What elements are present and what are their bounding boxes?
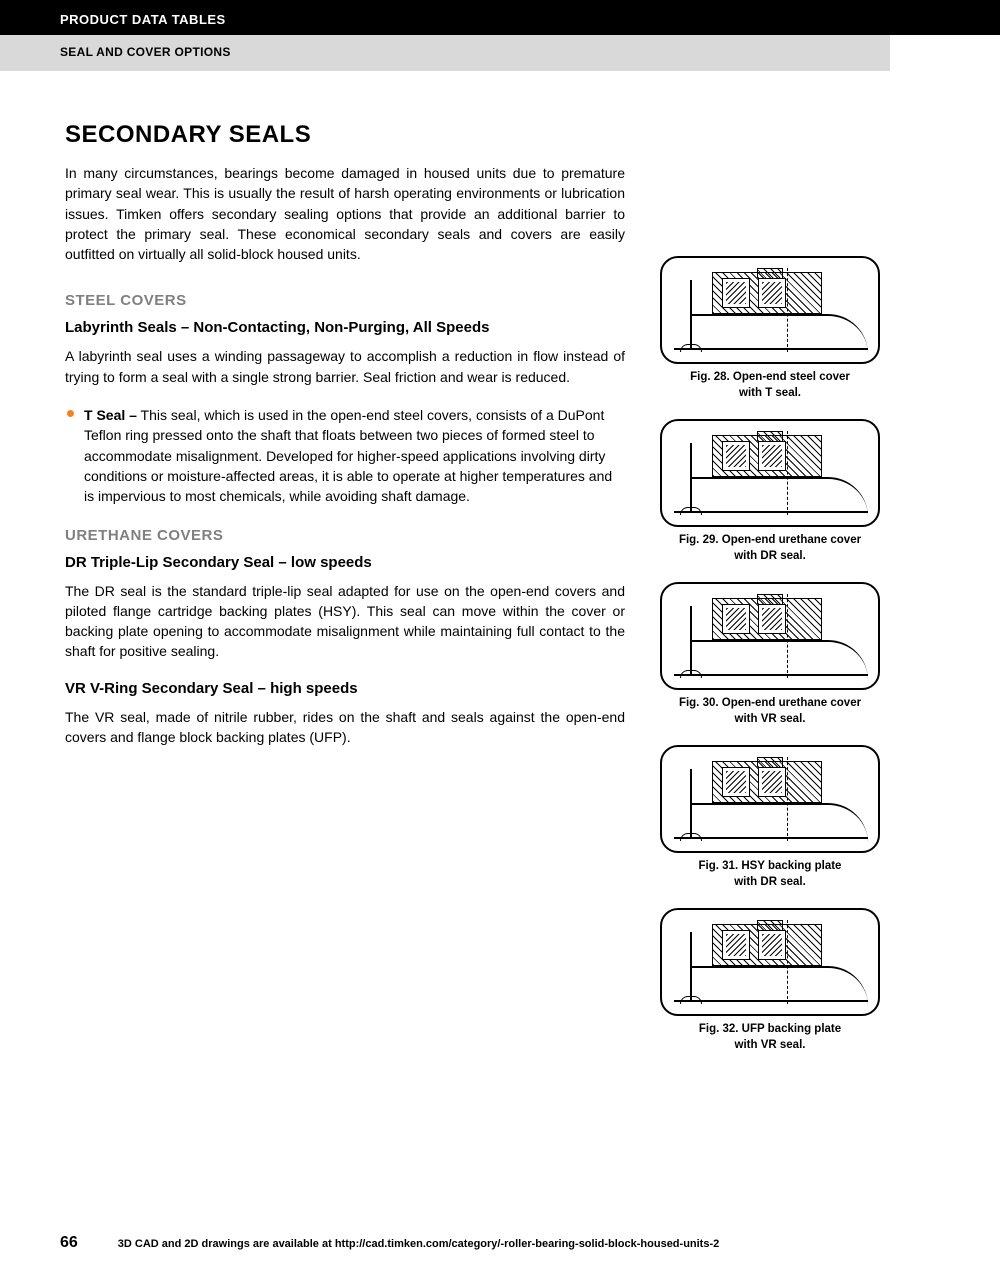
figure-31-drawing [660, 745, 880, 853]
header-top-text: PRODUCT DATA TABLES [60, 12, 226, 27]
figure-28-caption: Fig. 28. Open-end steel cover with T sea… [655, 370, 885, 401]
page-number: 66 [60, 1234, 78, 1252]
figure-29-drawing [660, 419, 880, 527]
bullet-icon [67, 410, 74, 417]
figure-31-caption: Fig. 31. HSY backing plate with DR seal. [655, 859, 885, 890]
figure-30-caption: Fig. 30. Open-end urethane cover with VR… [655, 696, 885, 727]
figure-31: Fig. 31. HSY backing plate with DR seal. [655, 745, 885, 890]
tseal-body: This seal, which is used in the open-end… [84, 407, 612, 504]
footer: 66 3D CAD and 2D drawings are available … [60, 1234, 940, 1252]
content-area: SECONDARY SEALS In many circumstances, b… [0, 71, 1000, 1071]
tseal-text: T Seal – This seal, which is used in the… [84, 405, 625, 506]
figure-30: Fig. 30. Open-end urethane cover with VR… [655, 582, 885, 727]
tseal-bullet: T Seal – This seal, which is used in the… [65, 405, 625, 506]
figure-29: Fig. 29. Open-end urethane cover with DR… [655, 419, 885, 564]
figure-28-drawing [660, 256, 880, 364]
figure-30-drawing [660, 582, 880, 690]
footer-text: 3D CAD and 2D drawings are available at … [118, 1238, 719, 1250]
right-column: Fig. 28. Open-end steel cover with T sea… [655, 121, 885, 1071]
vr-paragraph: The VR seal, made of nitrile rubber, rid… [65, 707, 625, 748]
urethane-heading: URETHANE COVERS [65, 527, 625, 544]
labyrinth-subheading: Labyrinth Seals – Non-Contacting, Non-Pu… [65, 319, 625, 336]
steel-heading: STEEL COVERS [65, 292, 625, 309]
dr-paragraph: The DR seal is the standard triple-lip s… [65, 581, 625, 662]
main-title: SECONDARY SEALS [65, 121, 625, 149]
labyrinth-paragraph: A labyrinth seal uses a winding passagew… [65, 346, 625, 387]
intro-paragraph: In many circumstances, bearings become d… [65, 163, 625, 264]
tseal-label: T Seal – [84, 407, 137, 423]
header-top: PRODUCT DATA TABLES [0, 0, 1000, 35]
figure-32-drawing [660, 908, 880, 1016]
figure-32: Fig. 32. UFP backing plate with VR seal. [655, 908, 885, 1053]
figure-32-caption: Fig. 32. UFP backing plate with VR seal. [655, 1022, 885, 1053]
figure-28: Fig. 28. Open-end steel cover with T sea… [655, 256, 885, 401]
left-column: SECONDARY SEALS In many circumstances, b… [65, 121, 625, 1071]
header-sub-text: SEAL AND COVER OPTIONS [60, 45, 231, 59]
dr-subheading: DR Triple-Lip Secondary Seal – low speed… [65, 554, 625, 571]
vr-subheading: VR V-Ring Secondary Seal – high speeds [65, 680, 625, 697]
header-sub: SEAL AND COVER OPTIONS [0, 35, 890, 71]
figure-29-caption: Fig. 29. Open-end urethane cover with DR… [655, 533, 885, 564]
